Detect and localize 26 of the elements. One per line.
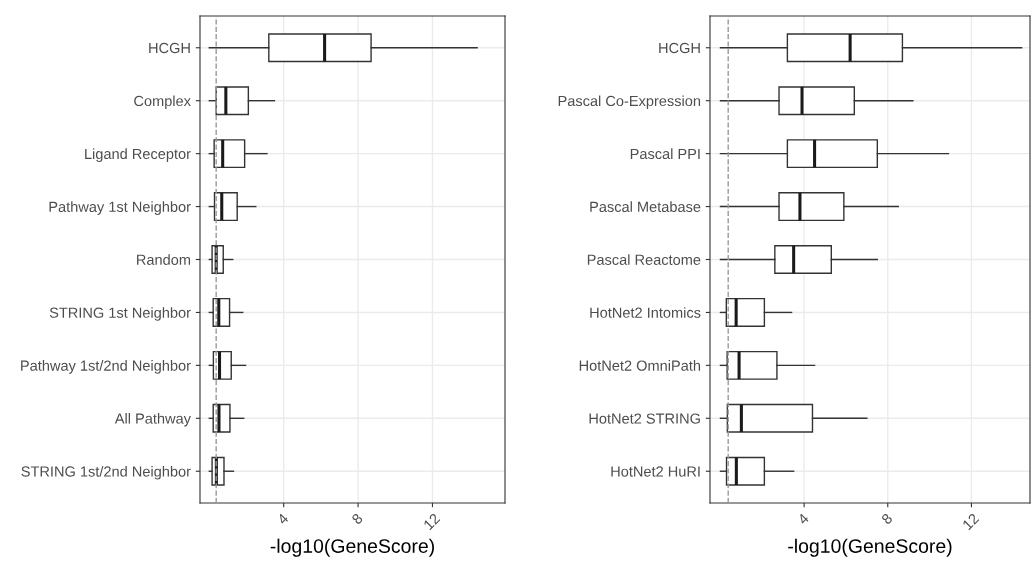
x-axis-title: -log10(GeneScore) xyxy=(788,538,952,557)
y-tick-label: HCGH xyxy=(659,42,700,54)
y-tick-label: Pascal Co-Expression xyxy=(558,95,701,110)
y-tick-label: Random xyxy=(137,254,191,265)
x-tick-label: 4 xyxy=(797,512,810,525)
x-tick-label: 4 xyxy=(276,512,289,525)
y-tick-label: Complex xyxy=(134,95,191,110)
y-tick-label: All Pathway xyxy=(114,413,191,427)
x-axis-title: -log10(GeneScore) xyxy=(270,538,434,557)
y-tick-label: HotNet2 STRING xyxy=(589,413,700,424)
x-tick-label: 12 xyxy=(961,512,980,531)
y-tick-label: Pathway 1st Neighbor xyxy=(49,201,191,215)
y-tick-label: Pascal Reactome xyxy=(587,254,701,265)
y-tick-label: STRING 1st/2nd Neighbor xyxy=(21,465,191,480)
y-tick-label: HotNet2 Intomics xyxy=(590,307,701,318)
y-tick-label: Pascal PPI xyxy=(630,148,700,160)
y-tick-label: Ligand Receptor xyxy=(85,148,191,162)
x-tick-label: 8 xyxy=(351,512,364,525)
y-tick-label: STRING 1st Neighbor xyxy=(49,307,191,321)
x-tick-label: 8 xyxy=(880,512,893,525)
x-tick-label: 12 xyxy=(422,512,441,531)
y-tick-label: HCGH xyxy=(149,42,190,54)
y-tick-label: HotNet2 HuRI xyxy=(611,466,700,477)
y-tick-label: Pascal Metabase xyxy=(590,201,701,212)
y-tick-label: HotNet2 OmniPath xyxy=(579,360,701,371)
y-tick-label: Pathway 1st/2nd Neighbor xyxy=(21,360,191,374)
